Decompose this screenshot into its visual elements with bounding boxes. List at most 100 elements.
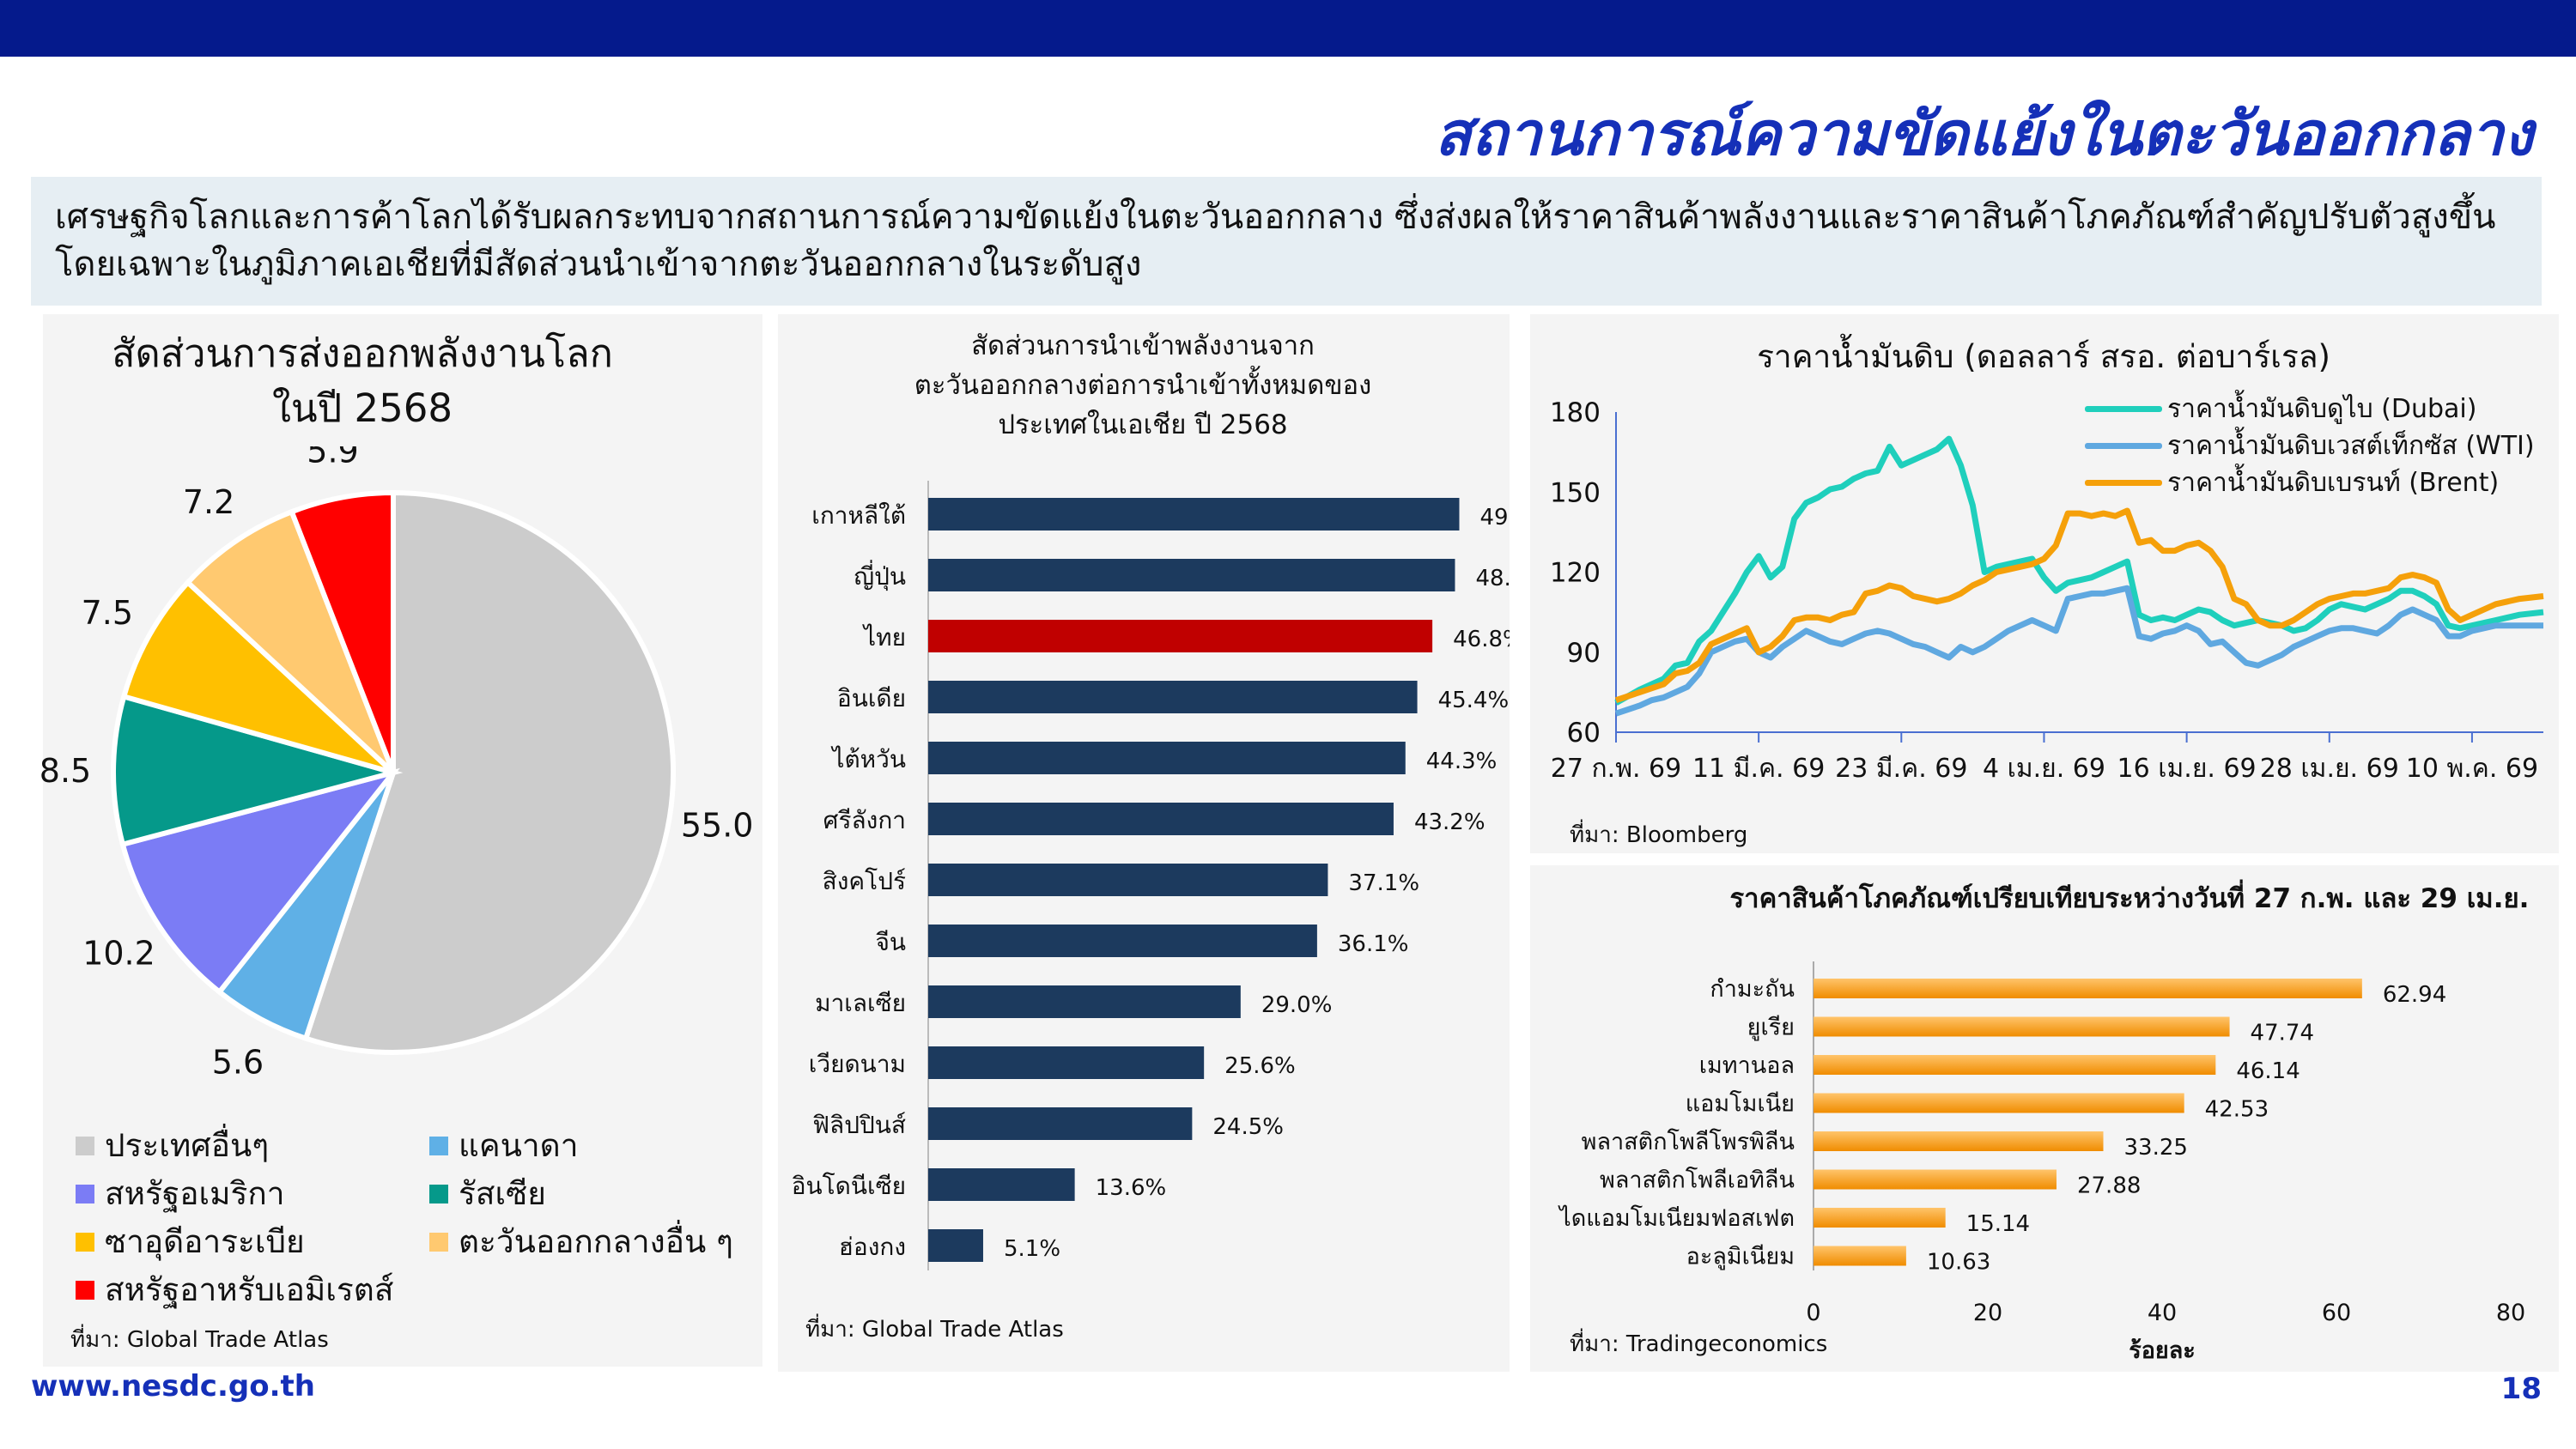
legend-dubai: ราคาน้ำมันดิบดูไบ (Dubai) (2085, 391, 2535, 427)
asia-value-label: 43.2% (1414, 809, 1485, 835)
oil-y-tick-label: 150 (1550, 477, 1601, 508)
asia-value-label: 44.3% (1426, 749, 1498, 774)
oil-y-tick-label: 90 (1567, 638, 1601, 669)
pie-title-line1: สัดส่วนการส่งออกพลังงานโลก (112, 330, 613, 376)
oil-price-panel (1530, 314, 2559, 853)
header-bar (0, 0, 2576, 57)
asia-bar-10 (928, 1107, 1193, 1140)
pie-legend-item: ประเทศอื่นๆ (76, 1120, 269, 1171)
commodity-bar-3 (1814, 1093, 2184, 1113)
commodity-value-label: 47.74 (2251, 1021, 2314, 1046)
asia-import-chart: เกาหลีใต้ 49.3% ญี่ปุ่น 48.9% ไทย 46.8% อินเดี… (792, 481, 1510, 1270)
pie-label-0: 55.0 (681, 806, 754, 844)
asia-bar-4 (928, 742, 1406, 774)
pie-label-3: 8.5 (39, 752, 91, 790)
pie-legend-item: ตะวันออกกลางอื่น ๆ (429, 1216, 733, 1267)
page-number: 18 (2500, 1372, 2542, 1406)
asia-bar-8 (928, 985, 1241, 1018)
pie-slice-3 (111, 693, 404, 848)
asia-value-label: 5.1% (1004, 1236, 1060, 1262)
footer-url[interactable]: www.nesdc.go.th (31, 1369, 315, 1404)
asia-import-title-line2: ตะวันออกกลางต่อการนำเข้าทั้งหมดของ (914, 370, 1372, 401)
pie-legend-label: รัสเซีย (459, 1175, 546, 1212)
pie-chart-title: สัดส่วนการส่งออกพลังงานโลก ในปี 2568 (0, 326, 725, 436)
pie-slice-0 (302, 489, 676, 1055)
asia-value-label: 24.5% (1212, 1114, 1284, 1140)
asia-import-title-line3: ประเทศในเอเชีย ปี 2568 (998, 409, 1288, 440)
legend-wti-label: ราคาน้ำมันดิบเวสต์เท็กซัส (WTI) (2167, 431, 2535, 461)
asia-import-title: สัดส่วนการนำเข้าพลังงานจาก ตะวันออกกลางต… (778, 326, 1508, 445)
asia-value-label: 25.6% (1224, 1053, 1296, 1079)
asia-category-label: ญี่ปุ่น (854, 560, 906, 591)
asia-bar-11 (928, 1168, 1075, 1201)
pie-slice-5 (184, 508, 396, 775)
oil-series-line-0 (1614, 435, 2544, 706)
asia-value-label: 13.6% (1096, 1175, 1167, 1201)
pie-legend-label: ตะวันออกกลางอื่น ๆ (459, 1223, 733, 1260)
commodity-category-label: กำมะถัน (1710, 976, 1795, 1003)
commodity-value-label: 15.14 (1966, 1211, 2030, 1237)
commodity-bar-1 (1814, 1016, 2230, 1037)
oil-x-tick-label: 16 เม.ย. 69 (2117, 754, 2257, 784)
asia-bar-6 (928, 864, 1328, 896)
commodity-x-tick-label: 40 (2148, 1300, 2177, 1326)
pie-legend-swatch (429, 1136, 448, 1155)
pie-slice-4 (120, 579, 396, 775)
asia-import-title-line1: สัดส่วนการนำเข้าพลังงานจาก (971, 330, 1315, 361)
pie-legend-swatch (76, 1232, 94, 1252)
oil-x-tick-label: 10 พ.ค. 69 (2406, 754, 2538, 784)
commodity-bar-6 (1814, 1208, 1946, 1228)
commodity-x-tick-label: 0 (1806, 1300, 1820, 1326)
commodity-category-label: ไดแอมโมเนียมฟอสเฟต (1558, 1205, 1795, 1232)
commodity-value-label: 10.63 (1927, 1250, 1990, 1276)
commodity-category-label: ยูเรีย (1747, 1015, 1795, 1041)
pie-legend-label: สหรัฐอเมริกา (105, 1175, 285, 1212)
commodity-value-label: 46.14 (2236, 1058, 2300, 1084)
pie-legend-label: ประเทศอื่นๆ (105, 1127, 270, 1164)
asia-category-label: เวียดนาม (809, 1050, 906, 1078)
pie-label-4: 7.5 (82, 594, 133, 632)
summary-text: เศรษฐกิจโลกและการค้าโลกได้รับผลกระทบจากส… (31, 177, 2542, 306)
oil-price-chart: 60 90 120 150 180 27 ก.พ. 69 11 มี.ค. 69 23 มี.… (1550, 397, 2544, 784)
oil-x-tick-label: 11 มี.ค. 69 (1692, 754, 1825, 784)
commodity-value-label: 42.53 (2205, 1097, 2269, 1123)
pie-legend-item: สหรัฐอาหรับเอมิเรตส์ (76, 1264, 393, 1315)
pie-label-6: 5.9 (307, 446, 358, 470)
commodity-category-label: อะลูมิเนียม (1686, 1244, 1795, 1270)
asia-value-label: 48.9% (1475, 566, 1510, 591)
asia-category-label: เกาหลีใต้ (811, 501, 906, 530)
commodity-bar-0 (1814, 979, 2362, 998)
oil-x-tick-label: 23 มี.ค. 69 (1835, 754, 1967, 784)
commodity-title: ราคาสินค้าโภคภัณฑ์เปรียบเทียบระหว่างวันท… (1729, 883, 2530, 914)
asia-category-label: ฮ่องกง (839, 1233, 906, 1261)
asia-bar-7 (928, 925, 1317, 957)
asia-value-label: 46.8% (1453, 627, 1510, 652)
oil-x-tick-label: 27 ก.พ. 69 (1551, 754, 1681, 784)
pie-label-5: 7.2 (183, 483, 234, 521)
pie-legend-swatch (429, 1184, 448, 1203)
oil-y-tick-label: 180 (1550, 397, 1601, 428)
commodity-category-label: พลาสติกโพลีโพรพิลีน (1582, 1129, 1795, 1155)
asia-category-label: มาเลเซีย (815, 989, 906, 1017)
asia-category-label: ไต้หวัน (830, 745, 906, 773)
legend-brent: ราคาน้ำมันดิบเบรนท์ (Brent) (2085, 464, 2535, 501)
pie-legend-item: สหรัฐอเมริกา (76, 1168, 285, 1219)
legend-brent-line (2085, 480, 2162, 486)
commodity-x-tick-label: 80 (2496, 1300, 2525, 1326)
asia-category-label: จีน (875, 928, 906, 956)
commodity-x-tick-label: 60 (2322, 1300, 2351, 1326)
oil-series-line-1 (1614, 585, 2543, 717)
commodity-bar-2 (1814, 1055, 2216, 1075)
pie-source: ที่มา: Global Trade Atlas (70, 1327, 329, 1353)
asia-value-label: 37.1% (1348, 870, 1419, 896)
oil-x-tick-label: 4 เม.ย. 69 (1983, 754, 2105, 784)
oil-price-legend: ราคาน้ำมันดิบดูไบ (Dubai) ราคาน้ำมันดิบเ… (2085, 391, 2535, 501)
asia-value-label: 49.3% (1479, 505, 1510, 530)
pie-chart: 55.0 5.6 10.2 8.5 7.5 7.2 5.9 (39, 446, 754, 1081)
commodity-x-tick-label: 20 (1973, 1300, 2002, 1326)
pie-legend-swatch (76, 1184, 94, 1203)
legend-dubai-label: ราคาน้ำมันดิบดูไบ (Dubai) (2167, 394, 2477, 424)
commodity-panel (1530, 865, 2559, 1372)
asia-category-label: ไทย (862, 623, 906, 652)
oil-price-source: ที่มา: Bloomberg (1570, 822, 1748, 848)
